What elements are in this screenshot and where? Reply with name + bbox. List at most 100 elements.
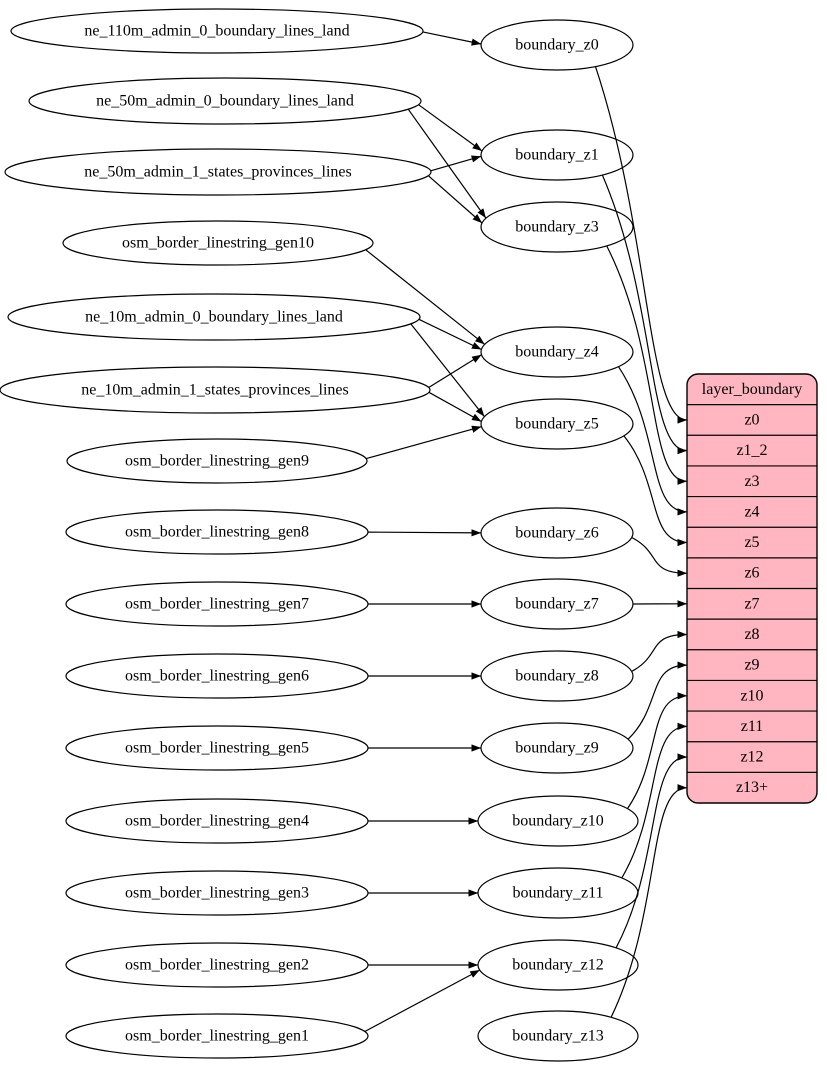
layer-table-row-z1-2: z1_2 <box>736 442 767 459</box>
layer-table-row-z7: z7 <box>744 595 759 612</box>
layer-table-row-z9: z9 <box>744 657 759 674</box>
graph-edges <box>364 31 688 1033</box>
node-ellipse <box>477 1010 639 1062</box>
node-ellipse <box>28 77 422 125</box>
edge-boundary-z0-to-row-z0 <box>594 66 688 424</box>
transform-node-boundary-z5: boundary_z5 <box>480 398 634 450</box>
node-ellipse <box>480 326 634 378</box>
node-label: osm_border_linestring_gen6 <box>125 668 309 685</box>
transform-node-boundary-z12: boundary_z12 <box>477 939 639 991</box>
source-node-osm-border-linestring-gen8: osm_border_linestring_gen8 <box>65 509 369 555</box>
layer-table-row-z6: z6 <box>744 565 759 582</box>
node-label: boundary_z11 <box>513 885 604 902</box>
edge-ne-110m-admin-0-boundary-lines-land-to-boundary-z0 <box>422 31 482 46</box>
source-node-osm-border-linestring-gen4: osm_border_linestring_gen4 <box>65 798 369 844</box>
node-label: boundary_z0 <box>515 37 599 54</box>
edge-boundary-z5-to-row-z5 <box>623 435 688 547</box>
edge-boundary-z1-to-row-z1-2 <box>601 174 688 455</box>
edge-osm-border-linestring-gen8-to-boundary-z6 <box>367 529 482 537</box>
node-label: boundary_z13 <box>512 1028 604 1045</box>
source-node-ne-110m-admin-0-boundary-lines-land: ne_110m_admin_0_boundary_lines_land <box>10 8 424 54</box>
node-label: osm_border_linestring_gen10 <box>122 235 314 252</box>
node-ellipse <box>480 129 634 181</box>
node-label: boundary_z7 <box>515 596 599 613</box>
layer-table-row-z3: z3 <box>744 473 759 490</box>
edge-ne-50m-admin-1-states-provinces-lines-to-boundary-z1 <box>430 155 482 172</box>
layer-table-row-z13plus: z13+ <box>736 779 768 796</box>
node-ellipse <box>7 293 421 341</box>
layer-table-row-z5: z5 <box>744 534 759 551</box>
edge-osm-border-linestring-gen10-to-boundary-z4 <box>365 249 485 345</box>
edge-ne-50m-admin-0-boundary-lines-land-to-boundary-z1 <box>418 104 483 152</box>
node-ellipse <box>10 8 424 54</box>
layer-table-row-z10: z10 <box>740 687 763 704</box>
node-label: boundary_z6 <box>515 525 599 542</box>
node-ellipse <box>62 220 374 266</box>
source-node-osm-border-linestring-gen2: osm_border_linestring_gen2 <box>65 942 369 988</box>
layer-table-row-z11: z11 <box>741 718 764 735</box>
node-label: boundary_z8 <box>515 668 599 685</box>
edge-boundary-z4-to-row-z4 <box>618 366 688 516</box>
node-ellipse <box>66 438 368 484</box>
node-label: boundary_z5 <box>515 416 599 433</box>
edge-boundary-z11-to-row-z11 <box>621 722 688 879</box>
edge-boundary-z10-to-row-z10 <box>627 692 688 809</box>
node-label: osm_border_linestring_gen9 <box>125 453 309 470</box>
source-node-osm-border-linestring-gen5: osm_border_linestring_gen5 <box>65 725 369 771</box>
node-label: ne_10m_admin_1_states_provinces_lines <box>81 382 349 399</box>
node-label: osm_border_linestring_gen8 <box>125 524 309 541</box>
edge-boundary-z8-to-row-z8 <box>631 630 688 672</box>
node-ellipse <box>4 148 432 196</box>
edge-ne-10m-admin-0-boundary-lines-land-to-boundary-z4 <box>418 318 482 351</box>
node-ellipse <box>65 1013 369 1059</box>
node-label: osm_border_linestring_gen1 <box>125 1028 309 1045</box>
source-node-ne-10m-admin-0-boundary-lines-land: ne_10m_admin_0_boundary_lines_land <box>7 293 421 341</box>
edge-ne-10m-admin-1-states-provinces-lines-to-boundary-z5 <box>428 391 482 423</box>
transform-node-boundary-z13: boundary_z13 <box>477 1010 639 1062</box>
node-label: ne_50m_admin_0_boundary_lines_land <box>96 93 354 110</box>
layer-table-row-z8: z8 <box>744 626 759 643</box>
transform-node-boundary-z8: boundary_z8 <box>480 650 634 702</box>
layer-table-title: layer_boundary <box>702 381 802 398</box>
source-node-osm-border-linestring-gen9: osm_border_linestring_gen9 <box>66 438 368 484</box>
node-label: boundary_z12 <box>512 957 604 974</box>
transform-node-boundary-z9: boundary_z9 <box>480 722 634 774</box>
transform-node-boundary-z4: boundary_z4 <box>480 326 634 378</box>
node-label: boundary_z3 <box>515 219 599 236</box>
node-label: osm_border_linestring_gen4 <box>125 813 309 830</box>
edge-boundary-z3-to-row-z3 <box>606 245 688 485</box>
node-label: ne_50m_admin_1_states_provinces_lines <box>84 164 352 181</box>
edge-boundary-z13-to-row-z13plus <box>610 784 688 1018</box>
transform-node-boundary-z10: boundary_z10 <box>477 795 639 847</box>
edge-boundary-z12-to-row-z12 <box>615 753 688 949</box>
source-node-osm-border-linestring-gen10: osm_border_linestring_gen10 <box>62 220 374 266</box>
edge-boundary-z9-to-row-z9 <box>627 661 688 740</box>
node-ellipse <box>480 201 634 253</box>
transform-node-boundary-z11: boundary_z11 <box>477 867 639 919</box>
layer-table: layer_boundary z0 z1_2 z3 z4 z5 z6 z7 z8 z9 z10 z11… <box>686 373 818 804</box>
node-label: boundary_z10 <box>512 813 604 830</box>
source-node-osm-border-linestring-gen6: osm_border_linestring_gen6 <box>65 653 369 699</box>
source-node-osm-border-linestring-gen7: osm_border_linestring_gen7 <box>65 581 369 627</box>
source-node-osm-border-linestring-gen3: osm_border_linestring_gen3 <box>65 870 369 916</box>
node-ellipse <box>65 509 369 555</box>
edge-osm-border-linestring-gen1-to-boundary-z12 <box>364 969 480 1033</box>
node-label: osm_border_linestring_gen5 <box>125 740 309 757</box>
node-label: boundary_z1 <box>515 147 599 164</box>
source-node-ne-50m-admin-0-boundary-lines-land: ne_50m_admin_0_boundary_lines_land <box>28 77 422 125</box>
transform-node-boundary-z1: boundary_z1 <box>480 129 634 181</box>
node-label: ne_10m_admin_0_boundary_lines_land <box>85 309 343 326</box>
node-label: boundary_z4 <box>515 344 599 361</box>
edge-osm-border-linestring-gen9-to-boundary-z5 <box>365 425 482 460</box>
layer-table-row-z12: z12 <box>740 749 763 766</box>
source-node-osm-border-linestring-gen1: osm_border_linestring_gen1 <box>65 1013 369 1059</box>
transform-node-boundary-z0: boundary_z0 <box>480 19 634 71</box>
node-label: osm_border_linestring_gen7 <box>125 596 309 613</box>
layer-table-row-z0: z0 <box>744 411 759 428</box>
node-ellipse <box>0 366 431 414</box>
node-label: osm_border_linestring_gen3 <box>125 885 309 902</box>
transform-node-boundary-z6: boundary_z6 <box>480 507 634 559</box>
edge-ne-10m-admin-1-states-provinces-lines-to-boundary-z4 <box>428 354 482 389</box>
